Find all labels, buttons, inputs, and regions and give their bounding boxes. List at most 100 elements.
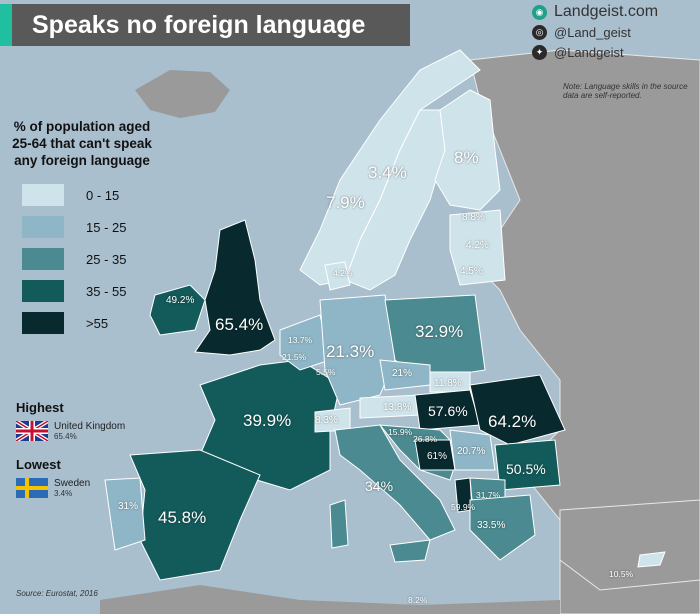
finland-shape	[434, 89, 501, 211]
label-czechia: 21%	[392, 368, 413, 379]
uk-shape	[194, 219, 276, 356]
benelux-shape	[279, 314, 331, 371]
legend-item: 15 - 25	[12, 211, 152, 243]
lowest-row: Sweden 3.4%	[16, 478, 156, 498]
bulgaria-shape	[494, 439, 561, 491]
germany-shape	[319, 294, 396, 406]
portugal-shape	[104, 477, 146, 551]
label-hungary: 57.6%	[428, 403, 468, 419]
label-norway: 7.9%	[326, 193, 365, 212]
label-slovakia: 11.8%	[434, 378, 462, 389]
highest-name: United Kingdom	[54, 421, 126, 432]
legend-label: 35 - 55	[86, 283, 127, 299]
sicily-shape	[389, 539, 431, 563]
highest-value: 65.4%	[54, 432, 77, 441]
highest-heading: Highest	[16, 400, 64, 415]
lowest-block: Lowest Sweden 3.4%	[16, 457, 156, 498]
sardinia-shape	[329, 499, 349, 549]
highest-row: United Kingdom 65.4%	[16, 421, 156, 441]
label-bosnia: 61%	[427, 451, 448, 462]
label-latvia: 4.2%	[466, 240, 489, 251]
legend: % of population aged 25-64 that can't sp…	[12, 118, 152, 339]
legend-item: 0 - 15	[12, 179, 152, 211]
brand-site-text: Landgeist.com	[554, 3, 659, 20]
label-netherlands: 13.7%	[288, 335, 313, 345]
sweden-flag-icon	[16, 478, 48, 498]
label-slovenia: 15.9%	[388, 427, 413, 437]
label-cyprus: 10.5%	[609, 569, 634, 579]
italy-shape	[334, 424, 456, 541]
label-estonia: 8.8%	[462, 212, 485, 223]
label-belgium: 21.5%	[282, 352, 307, 362]
label-greece: 33.5%	[477, 520, 506, 531]
label-switzerland: 8.3%	[315, 415, 338, 426]
twitter-icon: ✦	[532, 44, 547, 60]
label-ireland: 49.2%	[166, 295, 195, 306]
ireland-shape	[149, 284, 206, 336]
legend-item: 35 - 55	[12, 275, 152, 307]
label-luxembourg: 5.5%	[316, 367, 336, 377]
instagram-icon: ◎	[532, 24, 547, 40]
label-italy: 34%	[365, 478, 394, 494]
romania-shape	[469, 374, 566, 446]
label-france: 39.9%	[243, 411, 292, 430]
legend-swatch	[22, 248, 64, 270]
brand-instagram[interactable]: ◎ @Land_geist	[532, 22, 692, 42]
label-portugal: 31%	[118, 501, 139, 512]
uk-flag-icon	[16, 421, 48, 441]
legend-swatch	[22, 312, 64, 334]
legend-item: >55	[12, 307, 152, 339]
lowest-value: 3.4%	[54, 489, 73, 498]
brand-instagram-text: @Land_geist	[554, 24, 631, 40]
legend-heading: % of population aged 25-64 that can't sp…	[12, 119, 152, 168]
serbia-shape	[449, 429, 496, 471]
label-finland: 8%	[454, 148, 479, 167]
baltics-shape	[449, 209, 506, 286]
lowest-heading: Lowest	[16, 457, 61, 472]
brand-twitter-text: @Landgeist	[554, 44, 624, 60]
highest-block: Highest United Kingdom 65.4%	[16, 400, 156, 441]
brand-block: ◉ Landgeist.com ◎ @Land_geist ✦ @Landgeist	[532, 2, 692, 62]
spain-shape	[129, 449, 261, 581]
label-sweden: 3.4%	[368, 163, 407, 182]
legend-label: 15 - 25	[86, 219, 127, 235]
label-spain: 45.8%	[158, 508, 207, 527]
legend-item: 25 - 35	[12, 243, 152, 275]
label-croatia: 26.8%	[413, 434, 438, 444]
label-denmark: 4.2%	[333, 268, 353, 278]
label-uk: 65.4%	[215, 315, 264, 334]
denmark-shape	[324, 261, 351, 291]
legend-swatch	[22, 280, 64, 302]
greece-shape	[469, 494, 536, 561]
source-note: Note: Language skills in the source data…	[563, 82, 688, 100]
legend-items: 0 - 15 15 - 25 25 - 35 35 - 55 >55	[12, 179, 152, 339]
label-serbia: 20.7%	[457, 446, 486, 457]
label-bulgaria: 50.5%	[506, 461, 546, 477]
legend-swatch	[22, 184, 64, 206]
label-romania: 64.2%	[488, 412, 537, 431]
label-austria: 13.8%	[383, 402, 412, 413]
brand-site[interactable]: ◉ Landgeist.com	[532, 2, 692, 22]
label-poland: 32.9%	[415, 322, 464, 341]
north-africa-land	[100, 585, 560, 614]
iceland-land	[135, 70, 230, 118]
brand-twitter[interactable]: ✦ @Landgeist	[532, 42, 692, 62]
label-germany: 21.3%	[326, 342, 375, 361]
title-bar: Speaks no foreign language	[0, 4, 410, 46]
legend-label: 0 - 15	[86, 187, 120, 203]
legend-label: 25 - 35	[86, 251, 127, 267]
legend-label: >55	[86, 315, 109, 331]
globe-icon: ◉	[532, 4, 547, 20]
label-malta: 8.2%	[408, 595, 428, 605]
lowest-name: Sweden	[54, 478, 91, 489]
title-accent	[0, 4, 12, 46]
page-title: Speaks no foreign language	[32, 10, 366, 39]
turkey-land	[559, 499, 700, 591]
source-caption: Source: Eurostat, 2016	[16, 589, 98, 598]
label-lithuania: 4.5%	[460, 266, 483, 277]
label-macedonia: 31.7%	[476, 490, 501, 500]
cyprus-shape	[637, 551, 666, 568]
legend-swatch	[22, 216, 64, 238]
